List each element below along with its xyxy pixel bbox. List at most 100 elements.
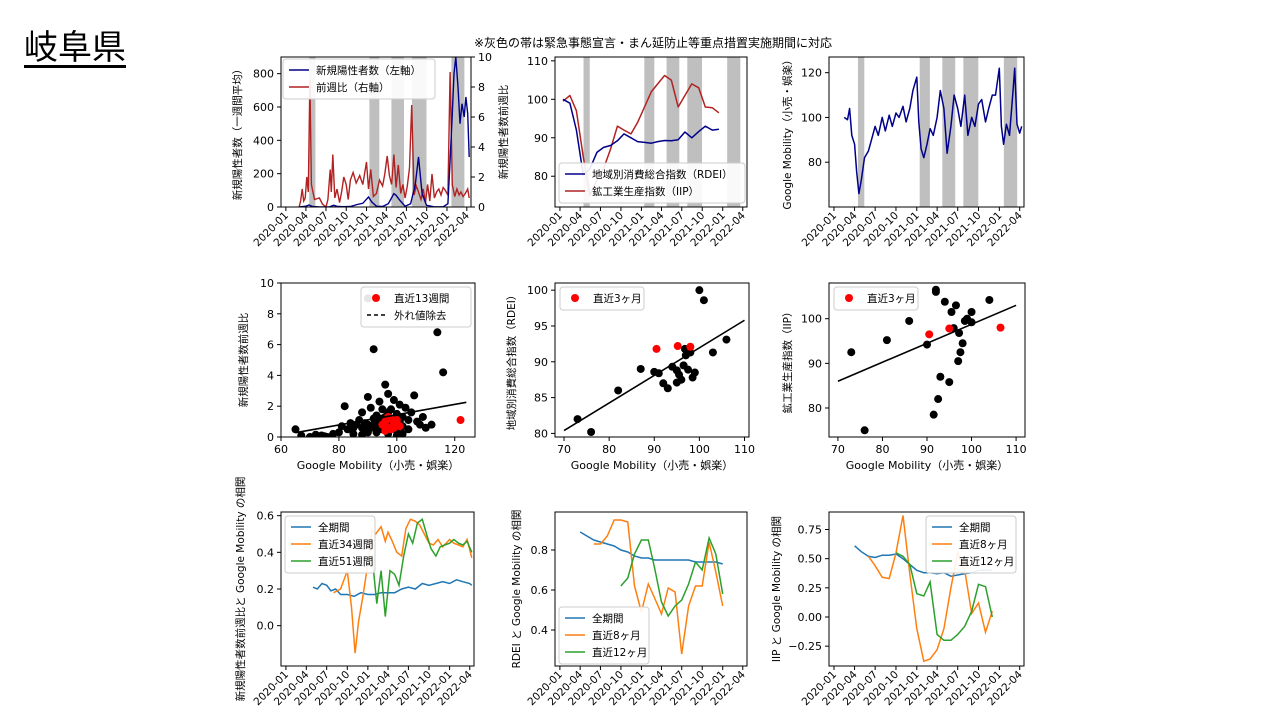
corr_iip-frame bbox=[828, 511, 1025, 667]
scatter_iip-ytick-label: 90 bbox=[808, 357, 822, 370]
scatter_rdei-point bbox=[690, 368, 699, 377]
scatter_cases-point bbox=[410, 391, 419, 400]
consumption-ytick-label: 110 bbox=[527, 55, 548, 68]
corr_rdei-legend-label-2: 直近12ヶ月 bbox=[592, 646, 647, 659]
scatter_rdei-legend-marker-0 bbox=[571, 294, 579, 302]
corr_cases-ytick-label: 0.2 bbox=[257, 583, 275, 596]
scatter_iip-xtick-label: 90 bbox=[920, 443, 934, 456]
cases-band-0 bbox=[309, 57, 316, 207]
consumption-legend-box bbox=[558, 162, 746, 204]
scatter_iip-point bbox=[951, 301, 960, 310]
mobility-ytick-label: 120 bbox=[801, 67, 822, 80]
scatter_rdei-frame bbox=[554, 282, 750, 438]
corr_iip-ytick-label: 0.75 bbox=[798, 524, 823, 537]
corr_rdei-ytick-label: 0.6 bbox=[531, 584, 549, 597]
scatter_cases-point bbox=[334, 428, 343, 437]
corr_iip-legend-label-0: 全期間 bbox=[959, 521, 991, 534]
corr_iip-ytick-label: 0.00 bbox=[798, 611, 823, 624]
consumption-frame bbox=[554, 56, 748, 208]
cases-ylabel-right: 新規陽性者数前週比 bbox=[497, 85, 510, 180]
scatter_iip-point bbox=[847, 348, 856, 357]
mobility-ylabel: Google Mobility（小売・娯楽） bbox=[781, 54, 794, 209]
scatter_rdei-ytick-label: 95 bbox=[534, 320, 548, 333]
scatter_iip-legend-label-0: 直近3ヶ月 bbox=[867, 292, 916, 305]
scatter_cases-point bbox=[439, 368, 448, 377]
cases-ytick-label-r: 6 bbox=[478, 111, 485, 124]
scatter_cases-ytick-label: 4 bbox=[267, 369, 274, 382]
scatter_iip-point bbox=[929, 410, 938, 419]
scatter_rdei-ytick-label: 80 bbox=[534, 427, 548, 440]
cases-ytick-label: 800 bbox=[253, 68, 274, 81]
scatter_iip-point bbox=[958, 339, 967, 348]
scatter_iip-xlabel: Google Mobility（小売・娯楽） bbox=[846, 458, 1008, 472]
scatter_cases-fit-line bbox=[295, 401, 467, 434]
consumption-legend-label-0: 地域別消費総合指数（RDEI） bbox=[592, 168, 733, 181]
cases-ytick-label-r: 0 bbox=[478, 201, 485, 214]
corr_iip-legend-label-2: 直近12ヶ月 bbox=[959, 555, 1014, 568]
corr_iip-line-2 bbox=[895, 552, 994, 642]
corr_cases-legend-label-0: 全期間 bbox=[318, 521, 350, 534]
scatter_cases-point bbox=[427, 420, 436, 429]
scatter_rdei-point bbox=[587, 427, 596, 436]
cases-ytick-label-r: 4 bbox=[478, 141, 485, 154]
scatter_cases-point bbox=[381, 380, 390, 389]
scatter_rdei-fit-line bbox=[563, 319, 745, 432]
corr_rdei-legend-label-1: 直近8ヶ月 bbox=[592, 629, 641, 642]
scatter_rdei-ytick-label: 90 bbox=[534, 356, 548, 369]
scatter_rdei-legend-box bbox=[559, 286, 645, 311]
scatter_iip-xtick-label: 110 bbox=[1006, 443, 1027, 456]
corr_rdei-line-2 bbox=[620, 535, 724, 618]
prefecture-title: 岐阜県 bbox=[24, 28, 126, 68]
scatter_cases-point-recent bbox=[456, 416, 465, 425]
cases-legend-label-0: 新規陽性者数（左軸） bbox=[316, 64, 421, 77]
corr_rdei-line-1 bbox=[593, 519, 724, 655]
scatter_iip-point bbox=[882, 336, 891, 345]
cases-series-group bbox=[298, 57, 470, 207]
scatter_rdei-point bbox=[699, 296, 708, 305]
corr_cases-legend-label-1: 直近34週間 bbox=[318, 538, 373, 551]
scatter_cases-legend-box bbox=[360, 286, 472, 328]
scatter_cases-ytick-label: 10 bbox=[260, 277, 274, 290]
scatter_cases-ytick-label: 0 bbox=[267, 431, 274, 444]
scatter_rdei-xtick-label: 90 bbox=[647, 443, 661, 456]
cases-legend-box bbox=[282, 58, 436, 100]
consumption-band-1 bbox=[644, 57, 655, 207]
cases-band-1 bbox=[369, 57, 380, 207]
scatter_cases-point bbox=[384, 389, 393, 398]
scatter_cases-xtick-label: 100 bbox=[386, 443, 407, 456]
scatter_cases-point bbox=[358, 430, 367, 437]
scatter_rdei-point bbox=[636, 364, 645, 373]
scatter_rdei-xtick-label: 100 bbox=[689, 443, 710, 456]
mobility-band-2 bbox=[942, 57, 956, 207]
corr_iip-ytick-label: −0.25 bbox=[788, 640, 822, 653]
scatter_cases-point bbox=[392, 431, 401, 437]
corr_cases-line-2 bbox=[367, 518, 473, 617]
scatter_cases-point bbox=[369, 345, 378, 354]
consumption-ytick-label: 90 bbox=[534, 132, 548, 145]
scatter_cases-point bbox=[404, 425, 413, 434]
scatter_cases-points-group bbox=[291, 294, 467, 437]
cases-ylabel: 新規陽性者数（一週間平均） bbox=[231, 64, 244, 201]
scatter_iip-legend-box bbox=[833, 286, 919, 311]
mobility-band-0 bbox=[857, 57, 865, 207]
corr_cases-ytick-label: 0.0 bbox=[257, 620, 275, 633]
scatter_rdei-ytick-label: 100 bbox=[527, 284, 548, 297]
scatter_cases-point bbox=[433, 328, 442, 337]
scatter_cases-ytick-label: 8 bbox=[267, 308, 274, 321]
corr_cases-legend-label-2: 直近51週間 bbox=[318, 555, 373, 568]
scatter_iip-point bbox=[936, 372, 945, 381]
scatter_rdei-ylabel: 地域別消費総合指数（RDEI） bbox=[505, 290, 518, 431]
mobility-ytick-label: 80 bbox=[808, 156, 822, 169]
consumption-ytick-label: 100 bbox=[527, 93, 548, 106]
corr_rdei-legend-label-0: 全期間 bbox=[592, 612, 624, 625]
scatter_iip-point bbox=[954, 357, 963, 366]
scatter_rdei-point bbox=[695, 286, 704, 295]
cases-ytick-label: 400 bbox=[253, 134, 274, 147]
corr_iip-legend-label-1: 直近8ヶ月 bbox=[959, 538, 1008, 551]
scatter_cases-point bbox=[418, 412, 427, 421]
scatter_cases-xlabel: Google Mobility（小売・娯楽） bbox=[297, 458, 459, 472]
scatter_iip-legend-marker-0 bbox=[845, 294, 853, 302]
scatter_cases-frame bbox=[280, 282, 476, 438]
consumption-band-0 bbox=[583, 57, 590, 207]
